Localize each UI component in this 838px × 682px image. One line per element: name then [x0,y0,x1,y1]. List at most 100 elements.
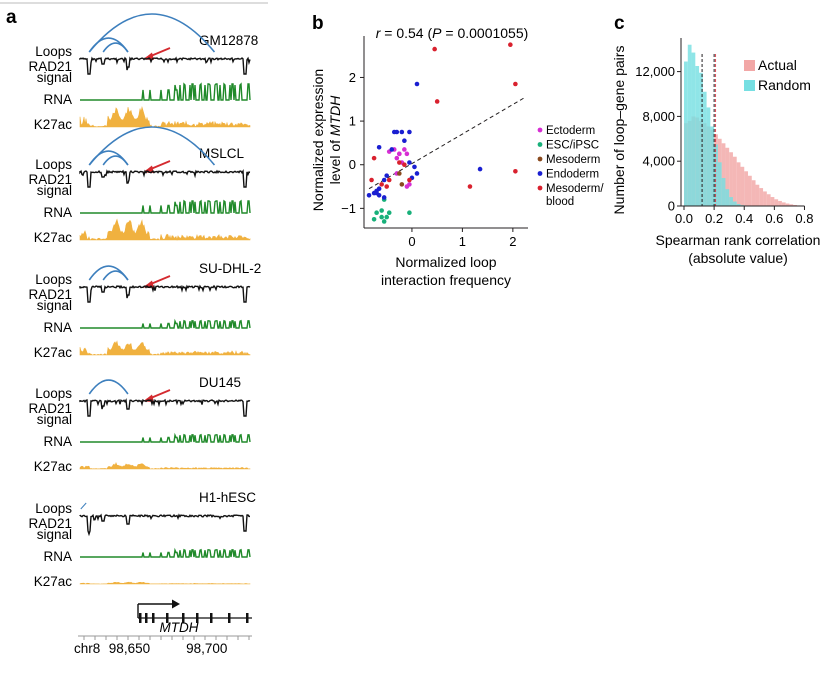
histogram-bar [766,194,771,206]
legend-label-line: ESC/iPSC [546,140,599,152]
scatter-point [402,138,407,144]
rna-label: RNA [43,549,72,564]
exon-block [145,613,148,623]
y-tick-label: 12,000 [635,64,675,79]
histogram-bar [710,126,715,206]
loops-label: Loops [35,386,72,401]
k27ac-track [79,218,251,241]
legend-label-line: Mesoderm/ [546,183,604,195]
rna-label: RNA [43,434,72,449]
x-tick-label: 0.6 [765,211,783,226]
coord-tick-label: 98,650 [109,641,150,656]
signal-label: signal [37,183,72,198]
scatter-point [513,168,518,174]
histogram-bar [763,191,767,206]
histogram-bar [778,200,782,206]
histogram-bar [721,178,726,206]
histogram-bar [774,199,779,206]
signal-label: signal [37,70,72,85]
scatter-point [381,177,387,183]
loops-label: Loops [35,501,72,516]
y-tick-label: 4,000 [642,154,675,169]
histogram-bar [755,184,760,206]
legend-label-line: Ectoderm [546,125,595,137]
coord-tick-label: 98,700 [186,641,227,656]
scatter-point [381,219,387,224]
rad21-signal-track [79,513,251,537]
scatter-point [414,171,420,176]
scatter-point [397,160,402,165]
y-axis-label-2-text: level of [327,136,343,184]
legend-label: Mesoderm/blood [546,183,604,208]
scatter-point [369,177,374,183]
scatter-point [434,99,440,104]
scatter-point [407,177,412,183]
y-tick-label: 1 [349,114,356,129]
scatter-point [402,147,407,152]
rad21-label: RAD21 [28,59,72,74]
exon-block [228,613,231,623]
histogram-bar [725,147,730,206]
histogram-bar [736,162,741,206]
panel-c: c 0 4,000 8,000 12,000 0.0 0.2 0.4 0.6 0.8 Actual… [611,13,820,266]
loop-arc [88,126,216,166]
loop-arc [88,13,216,53]
scatter-point [379,182,384,187]
annotation-p-value: = 0.0001055) [441,25,528,41]
legend-label: Endoderm [546,169,599,181]
y-tick-label: 0 [349,157,356,172]
scatter-point [467,184,473,189]
scatter-point [386,177,392,183]
rad21-signal-track [79,284,251,303]
scatter-point [513,81,518,87]
scatter-point [374,210,379,216]
loop-arc [102,155,129,166]
scatter-point [394,129,400,135]
gene-name: MTDH [160,620,199,635]
rna-track [80,432,251,443]
legend-marker [537,127,543,133]
signal-label: signal [37,527,72,542]
genome-axis: MTDH chr8 98,650 98,700 [74,599,252,656]
y-tick-label: 0 [668,199,675,214]
y-axis-label-1: Normalized expression [310,69,326,211]
histogram-bar [785,203,790,206]
x-axis-label-2: (absolute value) [688,250,788,266]
y-tick-label: 2 [349,70,356,85]
rad21-label: RAD21 [28,401,72,416]
scatter-point [371,216,377,222]
k27ac-track [79,462,251,470]
x-tick-label: 0.8 [795,211,813,226]
scatter-point [389,147,395,152]
scatter-point [384,214,390,220]
k27ac-label: K27ac [34,345,73,360]
panel-b: b −1 0 1 2 0 1 2 Ectoderm ESC/iPSC Mesoderm Endode… [310,13,604,288]
x-tick-label: 1 [459,234,466,249]
rna-track [80,547,251,558]
histogram-bar [740,166,745,206]
legend-label-line: blood [546,196,574,208]
cell-line-name: GM12878 [199,33,258,48]
y-axis-label-2: level of MTDH [327,95,343,185]
scatter-point [371,155,377,161]
rna-track [80,318,251,329]
scatter-point [376,186,382,192]
panel-b-label: b [312,13,324,34]
histogram-bar [729,197,733,206]
scatter-point [384,184,390,189]
legend-label: ESC/iPSC [546,140,599,152]
x-tick-label: 0.4 [735,211,753,226]
histogram-bar [751,180,756,206]
scatter-point [407,182,412,187]
scatter-point [376,192,382,198]
loop-arc [88,379,129,395]
legend-swatch [744,80,755,91]
legend-marker [537,142,543,147]
histogram-bar [789,204,794,206]
scatter-point [384,173,390,178]
scatter-point [508,42,513,48]
legend-label: Ectoderm [546,125,595,137]
annotation-text: = 0.54 ( [380,25,432,41]
histogram-bar [732,156,737,206]
